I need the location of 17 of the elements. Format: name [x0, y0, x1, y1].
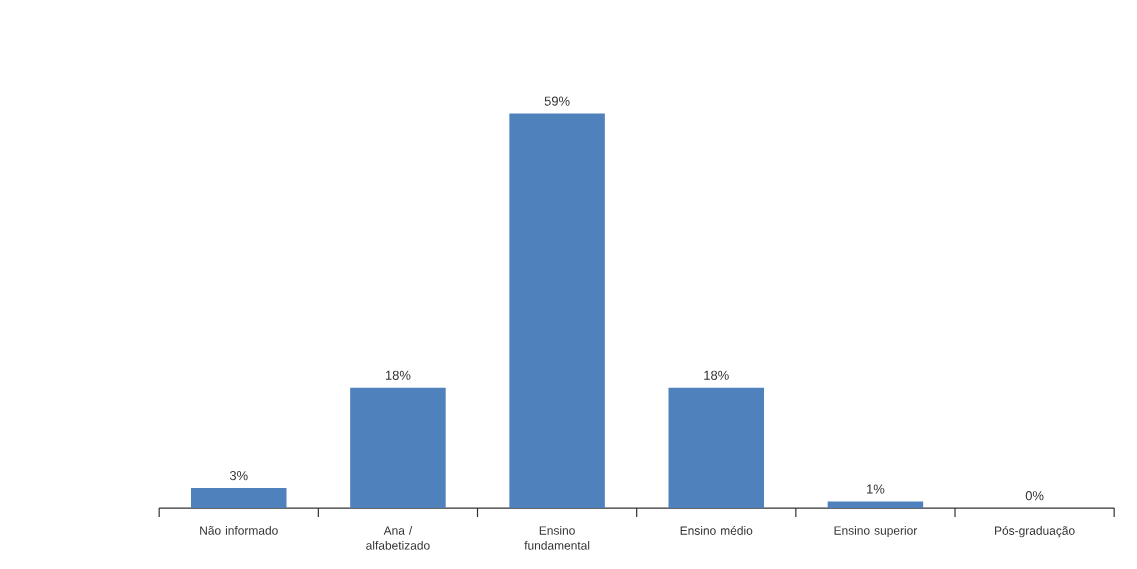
data-label: 59%	[544, 96, 570, 106]
x-tick-label: Ensino fundamental	[524, 525, 590, 550]
bar	[191, 488, 287, 509]
x-tick-label: Pós-graduação	[995, 525, 1075, 538]
data-label: 18%	[704, 370, 729, 380]
bar	[827, 501, 924, 509]
x-tick-label: Não informado	[200, 525, 278, 535]
data-label: 0%	[1025, 491, 1044, 501]
data-label: 1%	[867, 484, 885, 494]
data-label: 3%	[229, 471, 248, 481]
x-tick-label: Ensino médio	[680, 525, 753, 535]
x-tick-label: Ana / alfabetizado	[366, 525, 430, 550]
bar	[350, 387, 446, 509]
x-tick-label: Ensino superior	[834, 525, 918, 538]
bar	[509, 113, 605, 509]
bar	[668, 387, 765, 509]
data-label: 18%	[385, 370, 411, 380]
